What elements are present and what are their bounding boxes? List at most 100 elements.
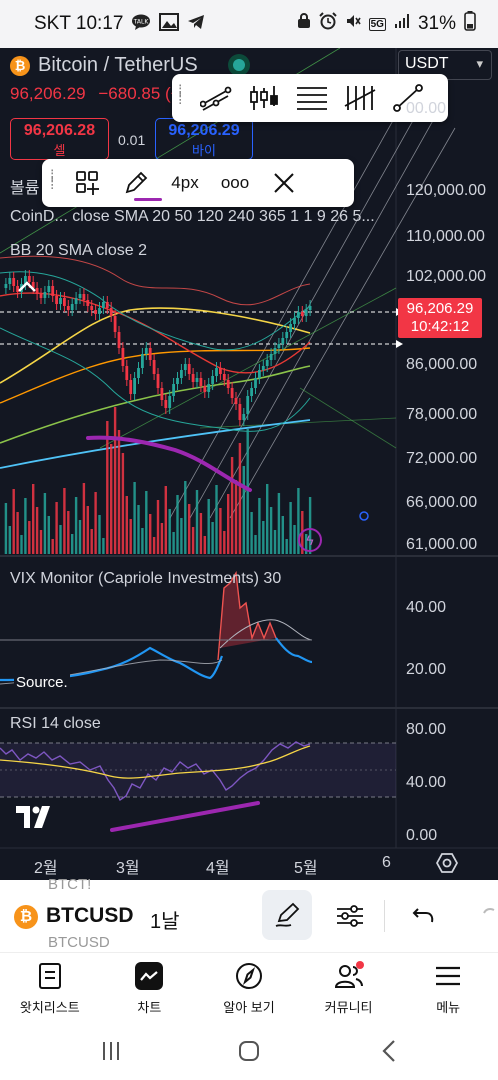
candle-body <box>172 384 175 396</box>
add-template-icon[interactable] <box>64 163 112 203</box>
candle-body <box>148 348 152 360</box>
candle-body <box>39 294 43 298</box>
candle-body <box>105 302 109 308</box>
buy-button[interactable]: 96,206.29 바이 <box>155 118 253 160</box>
candle-body <box>16 286 19 292</box>
drag-handle-icon[interactable]: ⁞ ⁞ <box>50 168 55 193</box>
volume-bar <box>211 522 214 554</box>
volume-bar <box>51 539 54 554</box>
candle-body <box>308 306 312 310</box>
candle-tool-icon[interactable] <box>240 78 288 118</box>
candle-body <box>24 276 27 284</box>
symbol-title[interactable]: ₿ Bitcoin / TetherUS <box>10 54 198 77</box>
candle-body <box>102 302 105 308</box>
divider <box>384 900 385 932</box>
candle-body <box>35 288 39 294</box>
drag-handle-icon[interactable]: ⁞ ⁞ <box>178 83 183 108</box>
candle-body <box>215 368 218 376</box>
candle-body <box>31 282 35 288</box>
candle-body <box>129 380 133 394</box>
candle-body <box>156 374 160 388</box>
nav-menu[interactable]: 메뉴 <box>398 953 498 1022</box>
line-tools-toolbar: ⁞ ⁞ <box>172 74 448 122</box>
candle-body <box>74 298 78 304</box>
volume-bar <box>8 526 11 554</box>
volume-bar <box>106 421 109 554</box>
symbol-ghost-bottom: BTCUSD <box>48 934 110 951</box>
volume-bar <box>223 531 226 554</box>
nav-explore[interactable]: 알아 보기 <box>199 953 299 1022</box>
candle-body <box>168 396 172 408</box>
volume-label[interactable]: 볼륨 <box>10 180 40 197</box>
chart-canvas[interactable]: ₿ Bitcoin / TetherUS 96,206.29 −680.85 (… <box>0 48 498 880</box>
trend-channel-icon[interactable] <box>192 78 240 118</box>
nav-community[interactable]: 커뮤니티 <box>299 953 399 1022</box>
volume-bar <box>277 493 281 554</box>
candle-body <box>117 332 121 348</box>
bb-label[interactable]: BB 20 SMA close 2 <box>10 242 147 259</box>
status-bar: SKT 10:17 TALK 5G 31% <box>0 0 498 48</box>
candle-body <box>90 306 94 310</box>
candle-body <box>125 366 129 380</box>
candle-body <box>113 316 117 332</box>
close-icon[interactable] <box>260 163 308 203</box>
nav-chart[interactable]: 차트 <box>100 953 200 1022</box>
more-options-icon[interactable]: ooo <box>220 173 250 192</box>
market-status-icon[interactable] <box>228 54 250 76</box>
fib-levels-icon[interactable] <box>288 78 336 118</box>
volume-bar <box>293 525 296 554</box>
rsi-label[interactable]: RSI 14 close <box>10 715 101 732</box>
line-width[interactable]: 4px <box>171 173 199 192</box>
nav-label: 왓치리스트 <box>19 1000 80 1015</box>
alarm-icon <box>318 12 337 36</box>
drawing-tools-button[interactable] <box>262 890 312 940</box>
candle-body <box>180 370 183 378</box>
clock: SKT 10:17 <box>34 13 124 34</box>
brush-icon <box>275 902 300 927</box>
chart-icon <box>135 962 164 990</box>
symbol-button[interactable]: BTCUSD <box>46 904 134 927</box>
recent-apps-icon[interactable] <box>96 1036 126 1066</box>
undo-icon[interactable] <box>410 902 438 930</box>
candle-body <box>66 306 70 310</box>
tradingview-logo <box>16 806 56 835</box>
candle-body <box>55 296 58 304</box>
nav-watchlist[interactable]: 왓치리스트 <box>0 953 100 1022</box>
volume-bar <box>12 489 15 554</box>
rsi-tick: 0.00 <box>406 827 438 844</box>
chart-settings-icon[interactable] <box>435 852 459 874</box>
back-icon[interactable] <box>374 1036 404 1066</box>
coind-ma-label[interactable]: CoinD... close SMA 20 50 120 240 365 1 1… <box>10 208 375 225</box>
telegram-icon <box>187 14 205 35</box>
sell-button[interactable]: 96,206.28 셀 <box>10 118 109 160</box>
lightning-icon[interactable]: ϟ <box>298 528 322 552</box>
volume-bar <box>4 503 8 554</box>
volume-bar <box>215 485 218 554</box>
vix-label[interactable]: VIX Monitor (Capriole Investments) 30 <box>10 570 282 587</box>
volume-bar <box>35 507 39 554</box>
candle-body <box>199 378 203 386</box>
notification-dot <box>355 961 364 969</box>
redo-icon[interactable] <box>476 902 498 930</box>
candle-body <box>203 386 207 392</box>
candle-body <box>234 398 238 404</box>
price-tick: 61,000.00 <box>406 536 478 553</box>
volume-bar <box>246 429 249 554</box>
vix-tick: 40.00 <box>406 599 447 616</box>
pencil-color-icon[interactable] <box>112 163 160 203</box>
indicators-icon[interactable] <box>336 902 364 930</box>
volume-bar <box>219 508 222 554</box>
chevron-down-icon: ▾ <box>476 56 483 71</box>
candle-body <box>137 368 140 378</box>
volume-bar <box>86 506 89 554</box>
volume-bar <box>262 521 265 554</box>
current-price: 96,206.29 <box>406 300 474 317</box>
candle-body <box>94 310 97 314</box>
pitchfork-icon[interactable] <box>336 78 384 118</box>
line-tool-icon[interactable] <box>384 78 432 118</box>
timeframe-button[interactable]: 1날 <box>150 911 180 933</box>
pair-name: Bitcoin / TetherUS <box>38 54 198 76</box>
home-icon[interactable] <box>234 1036 264 1066</box>
collapse-up-icon[interactable] <box>14 276 40 298</box>
volume-bar <box>156 500 160 554</box>
